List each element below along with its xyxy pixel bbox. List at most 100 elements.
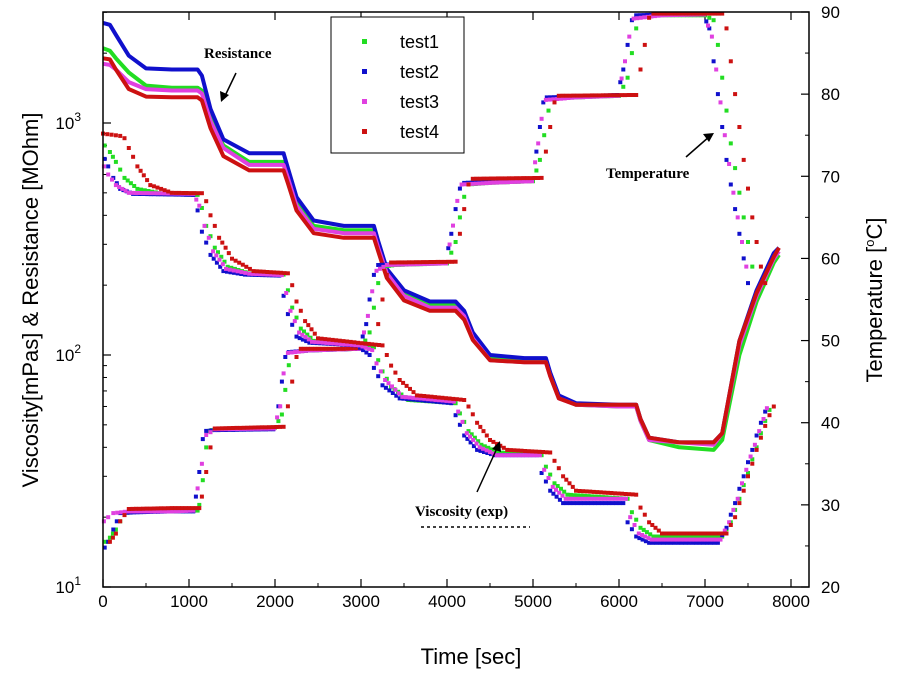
viscosity-point <box>148 191 153 196</box>
temperature-point <box>630 93 635 97</box>
viscosity-point <box>508 448 513 453</box>
temperature-point <box>463 182 468 187</box>
viscosity-point <box>677 531 682 536</box>
viscosity-point <box>258 269 263 274</box>
temperature-point <box>122 509 127 514</box>
viscosity-point <box>448 399 453 404</box>
temperature-point <box>331 346 335 351</box>
temperature-point <box>662 11 667 16</box>
temperature-point <box>144 509 149 514</box>
viscosity-point <box>754 445 759 450</box>
temperature-point <box>546 108 551 113</box>
viscosity-point <box>353 343 358 348</box>
viscosity-point <box>404 395 408 400</box>
viscosity-point <box>466 404 471 409</box>
viscosity-point <box>687 534 692 539</box>
viscosity-point <box>667 531 672 536</box>
temperature-point <box>281 371 286 376</box>
viscosity-point <box>737 486 742 491</box>
viscosity-point <box>197 203 202 208</box>
viscosity-point <box>433 395 438 400</box>
viscosity-point <box>482 444 487 449</box>
viscosity-point <box>374 361 379 366</box>
viscosity-point <box>106 164 111 169</box>
temperature-point <box>110 535 115 540</box>
temperature-point <box>396 260 401 265</box>
viscosity-point <box>341 339 346 344</box>
viscosity-point <box>225 264 230 269</box>
temperature-point <box>737 125 742 129</box>
viscosity-point <box>247 271 252 276</box>
viscosity-point <box>357 343 362 348</box>
temperature-point <box>376 281 381 286</box>
viscosity-point <box>712 540 717 545</box>
temperature-point <box>313 346 318 351</box>
temperature-point <box>220 426 224 431</box>
viscosity-point <box>634 534 639 539</box>
temperature-point <box>451 223 455 228</box>
temperature-point <box>399 260 404 265</box>
viscosity-point <box>754 447 759 452</box>
viscosity-point <box>320 340 325 345</box>
temperature-point <box>187 506 191 511</box>
temperature-point <box>758 264 763 269</box>
viscosity-point <box>647 540 652 545</box>
viscosity-point <box>303 335 308 340</box>
temperature-point <box>298 346 303 351</box>
viscosity-point <box>658 534 663 539</box>
viscosity-point <box>346 342 351 347</box>
temperature-point <box>691 11 696 16</box>
viscosity-point <box>389 363 394 368</box>
viscosity-point <box>208 252 213 257</box>
right-axis-title: Temperature [oC] <box>862 218 887 383</box>
temperature-point <box>641 13 646 18</box>
viscosity-point <box>122 136 127 141</box>
temperature-point <box>118 519 123 524</box>
viscosity-point <box>204 199 209 204</box>
viscosity-point <box>401 380 406 385</box>
temperature-point <box>410 260 415 265</box>
viscosity-point <box>653 525 658 530</box>
viscosity-point <box>363 341 368 346</box>
viscosity-point <box>224 266 228 271</box>
viscosity-point <box>664 537 669 542</box>
viscosity-point <box>144 191 149 196</box>
temperature-point <box>341 346 346 351</box>
viscosity-point <box>141 191 146 196</box>
viscosity-point <box>649 537 654 542</box>
viscosity-point <box>767 413 772 418</box>
viscosity-point <box>705 534 710 539</box>
viscosity-point <box>204 240 209 245</box>
temperature-point <box>466 182 471 187</box>
viscosity-point <box>607 501 612 506</box>
viscosity-point <box>551 491 556 496</box>
temperature-point <box>713 11 717 16</box>
viscosity-point <box>462 398 467 402</box>
viscosity-point <box>148 183 153 188</box>
temperature-point <box>539 175 544 180</box>
temperature-point <box>564 93 569 98</box>
temperature-point <box>204 445 209 450</box>
temperature-point <box>184 508 189 513</box>
viscosity-point <box>221 269 226 274</box>
temperature-point <box>204 470 209 474</box>
temperature-point <box>360 334 365 339</box>
viscosity-point <box>169 190 174 195</box>
viscosity-point <box>717 531 722 536</box>
temperature-point <box>176 506 181 511</box>
temperature-point <box>485 176 490 181</box>
temperature-point <box>642 42 647 47</box>
temperature-point <box>555 97 560 101</box>
viscosity-point <box>629 527 634 532</box>
temperature-point <box>502 180 506 185</box>
temperature-point <box>446 259 451 264</box>
viscosity-point <box>261 272 266 277</box>
viscosity-point <box>138 168 143 173</box>
temperature-point <box>722 133 727 138</box>
viscosity-point <box>120 186 125 191</box>
viscosity-point <box>184 191 189 195</box>
viscosity-point <box>479 442 484 447</box>
temperature-point <box>474 176 479 181</box>
viscosity-point <box>418 396 423 401</box>
viscosity-point <box>567 496 572 501</box>
